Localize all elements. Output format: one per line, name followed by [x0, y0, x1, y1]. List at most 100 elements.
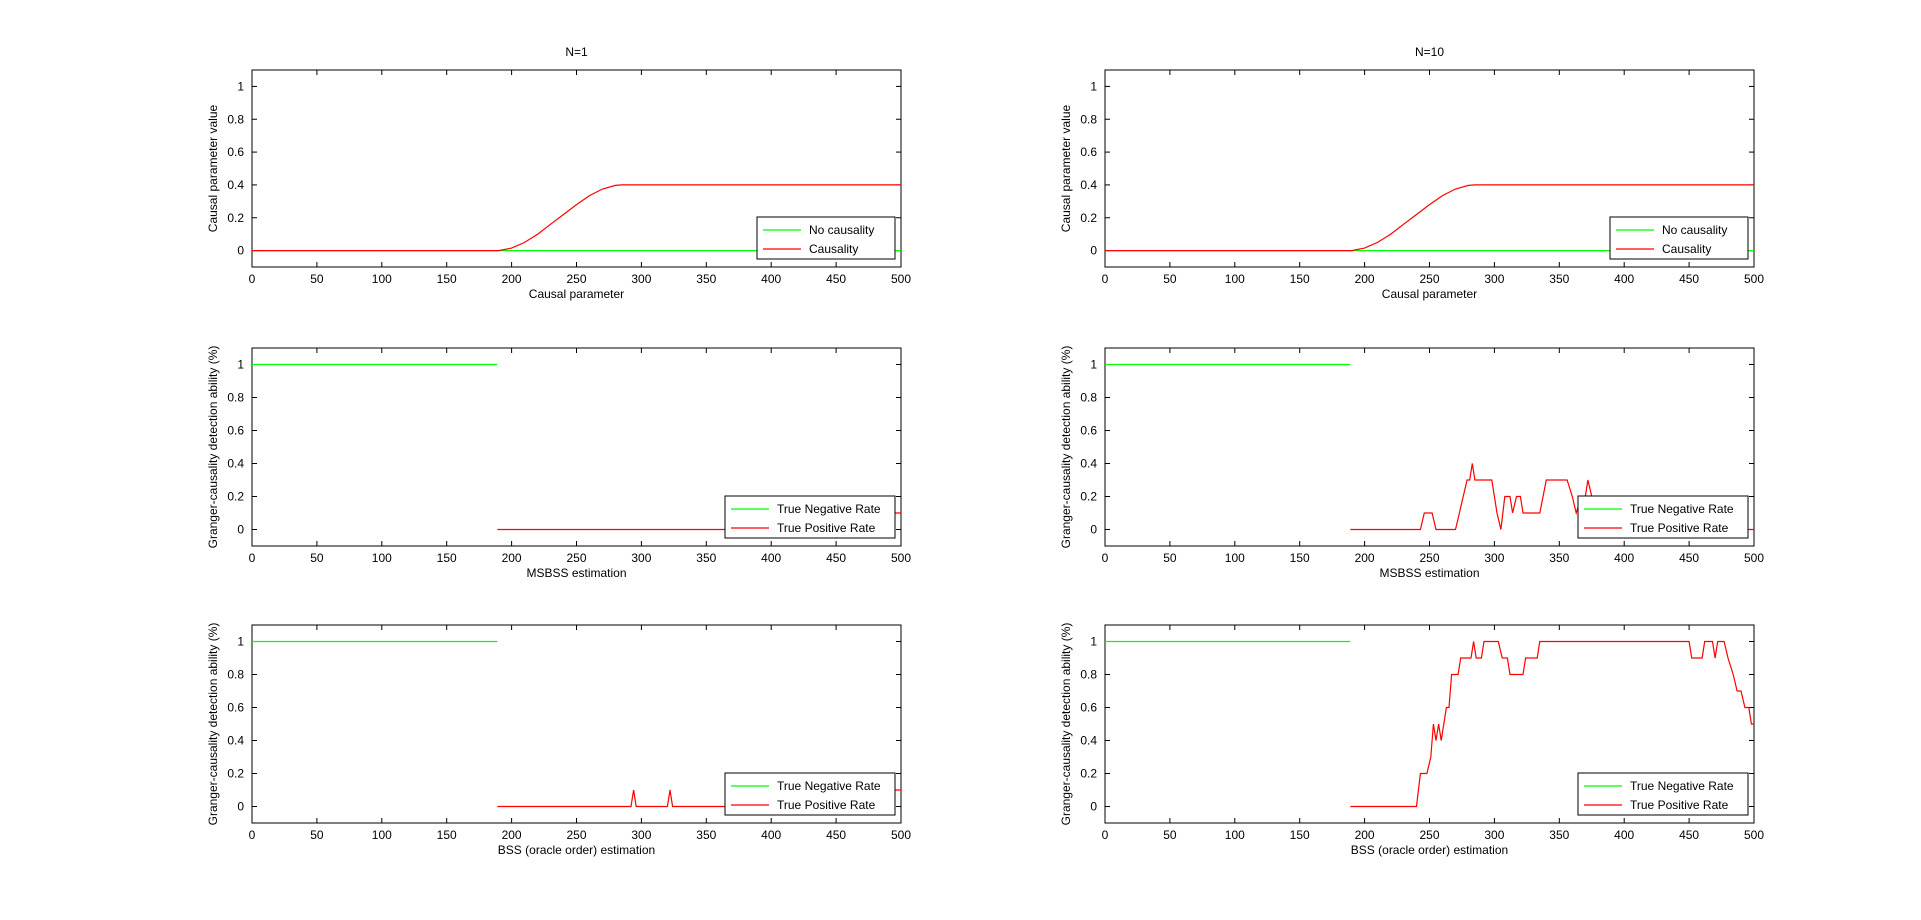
legend-entry-label: True Positive Rate	[1630, 521, 1729, 535]
x-tick-label: 0	[1102, 828, 1109, 842]
x-tick-label: 150	[437, 272, 457, 286]
y-tick-label: 1	[1090, 79, 1097, 93]
x-tick-label: 250	[1419, 272, 1439, 286]
y-tick-label: 0.8	[1080, 391, 1097, 405]
x-tick-label: 500	[891, 551, 911, 565]
subplot-6: 0 50 100 150 200 250 300 350 400 450 500 0 0.2 0.4 0.6…	[1059, 623, 1764, 857]
legend-entry-label: No causality	[809, 223, 874, 237]
y-tick-label: 0	[1090, 244, 1097, 258]
legend-entry-label: True Negative Rate	[1630, 502, 1734, 516]
x-tick-label: 450	[1679, 828, 1699, 842]
chart-title: N=10	[1415, 45, 1444, 59]
x-tick-label: 300	[631, 272, 651, 286]
x-axis-label: Causal parameter	[529, 287, 624, 301]
x-tick-label: 250	[1419, 551, 1439, 565]
subplot-3: 0 50 100 150 200 250 300 350 400 450 500 0 0.2 0.4 0.6…	[206, 346, 911, 580]
x-tick-label: 250	[566, 828, 586, 842]
x-tick-label: 400	[1614, 272, 1634, 286]
x-tick-label: 350	[696, 828, 716, 842]
x-tick-label: 100	[1225, 828, 1245, 842]
x-tick-label: 0	[249, 828, 256, 842]
x-tick-label: 450	[1679, 272, 1699, 286]
legend-box	[1577, 772, 1749, 816]
y-tick-label: 0.2	[1080, 767, 1097, 781]
y-tick-label: 0.8	[1080, 668, 1097, 682]
y-tick-label: 0.4	[1080, 457, 1097, 471]
legend: True Negative Rate True Positive Rate	[724, 772, 896, 816]
x-tick-label: 200	[502, 828, 522, 842]
y-tick-label: 0.4	[227, 178, 244, 192]
legend: True Negative Rate True Positive Rate	[724, 495, 896, 539]
x-tick-label: 450	[826, 272, 846, 286]
y-tick-label: 0.6	[227, 701, 244, 715]
x-tick-label: 500	[1744, 828, 1764, 842]
y-tick-label: 0.8	[227, 112, 244, 126]
y-tick-label: 0.6	[227, 424, 244, 438]
x-tick-label: 500	[1744, 551, 1764, 565]
x-tick-label: 350	[1549, 272, 1569, 286]
legend-box	[724, 772, 896, 816]
x-axis-label: BSS (oracle order) estimation	[1351, 843, 1508, 857]
x-tick-label: 50	[1163, 272, 1177, 286]
y-tick-label: 1	[237, 79, 244, 93]
x-axis-label: MSBSS estimation	[1379, 566, 1479, 580]
legend-box	[1609, 216, 1749, 260]
legend-entry-label: True Negative Rate	[1630, 779, 1734, 793]
x-tick-label: 0	[249, 551, 256, 565]
y-tick-label: 0.2	[1080, 490, 1097, 504]
legend-box	[1577, 495, 1749, 539]
subplot-1: 0 50 100 150 200 250 300 350 400 450 500 0 0.2 0.4 0.6…	[206, 45, 911, 301]
x-tick-label: 100	[372, 272, 392, 286]
y-tick-label: 1	[237, 358, 244, 372]
y-tick-label: 0	[237, 800, 244, 814]
x-tick-label: 350	[1549, 828, 1569, 842]
legend-entry-label: True Negative Rate	[777, 779, 881, 793]
y-tick-label: 0.6	[227, 145, 244, 159]
subplot-2: 0 50 100 150 200 250 300 350 400 450 500 0 0.2 0.4 0.6…	[1059, 45, 1764, 301]
x-tick-label: 150	[437, 551, 457, 565]
y-tick-label: 0.8	[227, 668, 244, 682]
x-tick-label: 150	[1290, 551, 1310, 565]
y-axis-label: Granger-causality detection ability (%)	[1059, 623, 1073, 826]
x-tick-label: 150	[1290, 272, 1310, 286]
x-tick-label: 300	[1484, 272, 1504, 286]
y-tick-label: 0.6	[1080, 424, 1097, 438]
x-tick-label: 250	[566, 272, 586, 286]
legend: No causality Causality	[756, 216, 896, 260]
x-tick-label: 100	[372, 828, 392, 842]
x-tick-label: 400	[1614, 828, 1634, 842]
y-tick-label: 0.2	[227, 211, 244, 225]
x-tick-label: 50	[310, 828, 324, 842]
y-axis-label: Granger-causality detection ability (%)	[206, 346, 220, 549]
x-tick-label: 150	[1290, 828, 1310, 842]
x-tick-label: 0	[249, 272, 256, 286]
x-tick-label: 300	[631, 828, 651, 842]
x-tick-label: 0	[1102, 272, 1109, 286]
legend-entry-label: True Negative Rate	[777, 502, 881, 516]
y-tick-label: 0.6	[1080, 145, 1097, 159]
legend-entry-label: Causality	[809, 242, 858, 256]
x-tick-label: 300	[1484, 828, 1504, 842]
legend: True Negative Rate True Positive Rate	[1577, 495, 1749, 539]
x-tick-label: 350	[696, 272, 716, 286]
x-tick-label: 100	[372, 551, 392, 565]
y-tick-label: 0.8	[1080, 112, 1097, 126]
x-tick-label: 200	[1355, 272, 1375, 286]
x-tick-label: 500	[1744, 272, 1764, 286]
y-tick-label: 0.4	[227, 734, 244, 748]
series-line-true-positive-rate	[1350, 640, 1754, 808]
legend-entry-label: True Positive Rate	[777, 798, 876, 812]
y-axis-label: Granger-causality detection ability (%)	[1059, 346, 1073, 549]
x-tick-label: 450	[1679, 551, 1699, 565]
legend: True Negative Rate True Positive Rate	[1577, 772, 1749, 816]
x-tick-label: 300	[631, 551, 651, 565]
series-line-causality	[252, 184, 901, 252]
y-tick-label: 0.4	[227, 457, 244, 471]
x-tick-label: 100	[1225, 551, 1245, 565]
y-tick-label: 0	[1090, 800, 1097, 814]
y-tick-label: 1	[237, 635, 244, 649]
y-tick-label: 0	[1090, 523, 1097, 537]
x-axis-label: Causal parameter	[1382, 287, 1477, 301]
x-tick-label: 200	[1355, 551, 1375, 565]
